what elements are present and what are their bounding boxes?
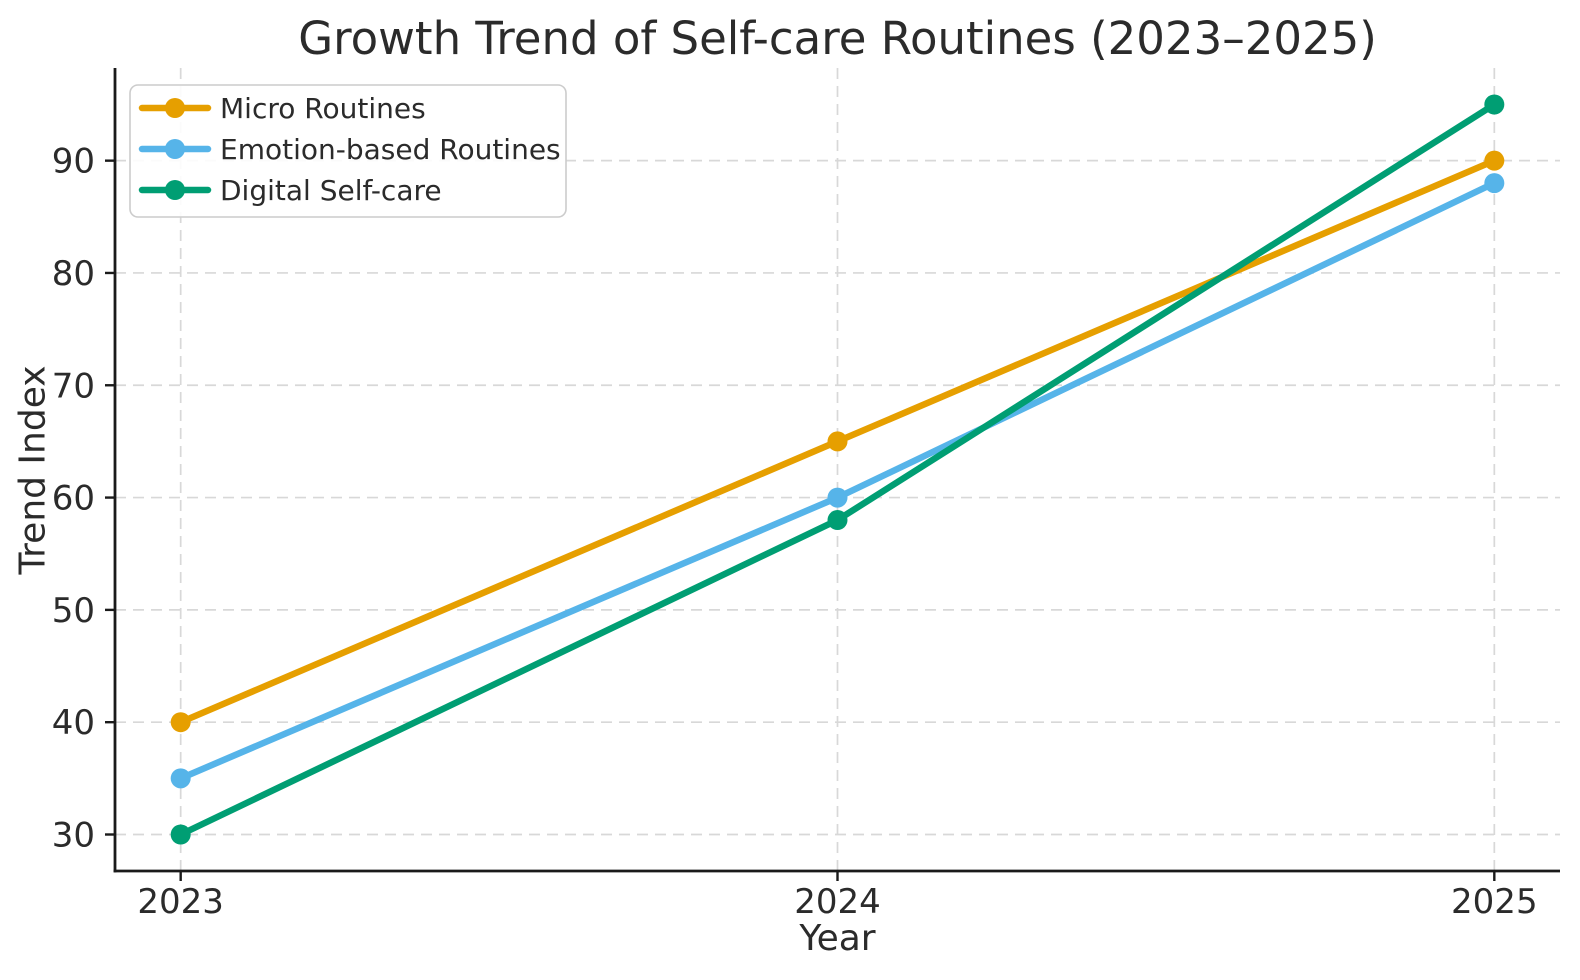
series-0	[170, 150, 1505, 733]
data-point-marker	[170, 768, 191, 789]
data-point-marker	[827, 510, 848, 531]
legend-entry-2: Digital Self-care	[138, 174, 442, 207]
legend-entry-1: Emotion-based Routines	[138, 133, 561, 166]
data-point-marker	[170, 824, 191, 845]
series-2	[170, 94, 1505, 845]
y-tick-label: 60	[52, 479, 95, 519]
series-1	[170, 173, 1505, 789]
x-axis-label: Year	[799, 918, 876, 959]
chart-title: Growth Trend of Self-care Routines (2023…	[298, 12, 1377, 65]
y-tick-label: 80	[52, 254, 95, 294]
x-tick-label: 2024	[794, 882, 881, 922]
y-axis-label: Trend Index	[12, 365, 54, 575]
y-tick-label: 90	[52, 142, 95, 182]
y-tick-label: 70	[52, 366, 95, 406]
legend-label: Micro Routines	[220, 92, 426, 125]
data-point-marker	[1484, 94, 1505, 115]
legend: Micro Routines Emotion-based Routines Digi…	[129, 84, 567, 218]
legend-marker	[165, 180, 185, 200]
y-tick-label: 30	[52, 816, 95, 856]
legend-entry-0: Micro Routines	[138, 92, 426, 125]
x-tick-label: 2023	[137, 882, 224, 922]
data-point-marker	[827, 431, 848, 452]
legend-marker	[165, 139, 185, 159]
y-tick-label: 50	[52, 591, 95, 631]
legend-marker	[165, 98, 185, 118]
legend-box	[129, 84, 567, 218]
legend-label: Digital Self-care	[220, 174, 442, 207]
data-point-marker	[827, 487, 848, 508]
data-point-marker	[170, 712, 191, 733]
y-tick-label: 40	[52, 703, 95, 743]
data-point-marker	[1484, 150, 1505, 171]
legend-label: Emotion-based Routines	[220, 133, 561, 166]
x-tick-label: 2025	[1451, 882, 1538, 922]
axis-ticks: 30 40 50 60 70 80 90 2023 2024 2025	[52, 142, 1538, 922]
data-point-marker	[1484, 173, 1505, 194]
